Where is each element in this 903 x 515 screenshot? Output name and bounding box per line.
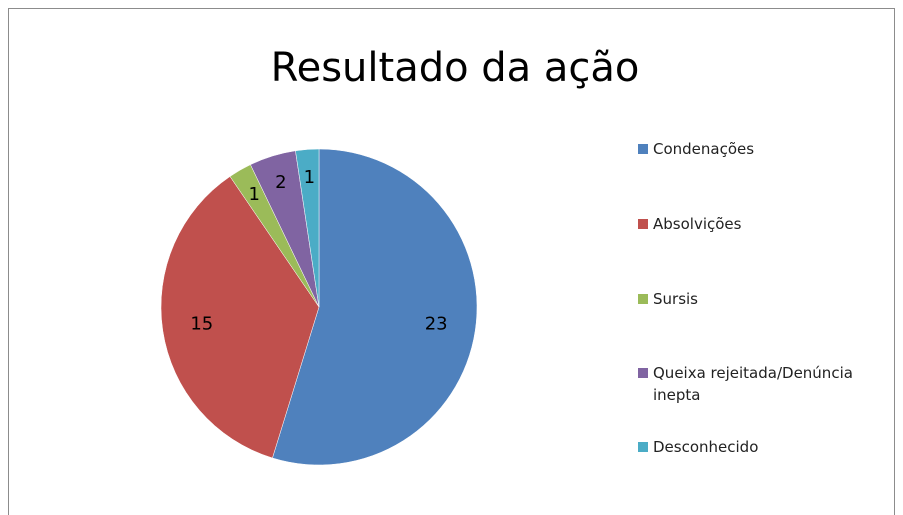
pie-slice — [272, 148, 478, 466]
legend-item: Sursis — [638, 288, 893, 310]
data-label: 23 — [425, 314, 448, 335]
legend-item: Desconhecido — [638, 436, 893, 458]
legend-label: Absolvições — [653, 215, 742, 233]
pie-slice — [160, 176, 320, 459]
legend-swatch — [638, 442, 648, 452]
legend-swatch — [638, 219, 648, 229]
data-label: 1 — [304, 167, 315, 188]
legend-swatch — [638, 294, 648, 304]
legend-label: Desconhecido — [653, 438, 759, 456]
legend-item: Condenações — [638, 138, 893, 160]
data-label: 15 — [190, 314, 213, 335]
legend-label: Sursis — [653, 290, 698, 308]
pie-slice — [295, 148, 320, 308]
legend-swatch — [638, 368, 648, 378]
data-label: 2 — [275, 172, 286, 193]
data-label: 1 — [248, 184, 259, 205]
legend-item: Queixa rejeitada/Denúncia inepta — [638, 362, 893, 406]
legend-label: Queixa rejeitada/Denúncia inepta — [653, 364, 853, 404]
legend-item: Absolvições — [638, 213, 893, 235]
legend-swatch — [638, 144, 648, 154]
chart-title: Resultado da ação — [271, 45, 640, 91]
legend-label: Condenações — [653, 140, 755, 158]
